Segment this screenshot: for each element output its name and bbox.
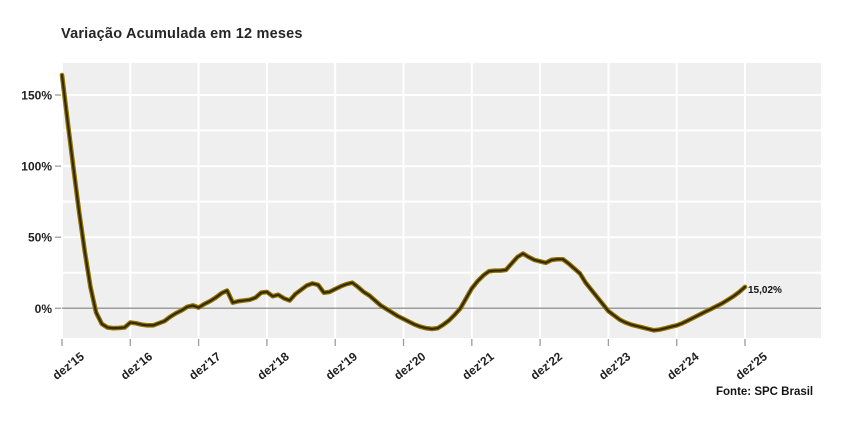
x-tick-label: dez'19 <box>323 349 360 383</box>
y-tick-label: 0% <box>35 302 53 316</box>
series-line <box>60 74 747 332</box>
y-tick-label: 100% <box>21 160 52 174</box>
x-tick-label: dez'21 <box>459 349 496 383</box>
x-tick-label: dez'22 <box>528 349 565 383</box>
x-tick-label: dez'23 <box>596 349 633 383</box>
x-tick-label: dez'17 <box>186 349 223 383</box>
plot-area <box>62 63 821 338</box>
y-tick-label: 50% <box>28 231 52 245</box>
x-tick-label: dez'16 <box>118 349 155 383</box>
x-tick-label: dez'24 <box>664 349 701 383</box>
chart-title: Variação Acumulada em 12 meses <box>61 26 303 42</box>
x-tick-label: dez'25 <box>733 349 770 383</box>
x-tick-label: dez'20 <box>391 349 428 383</box>
source-label: Fonte: SPC Brasil <box>716 386 814 398</box>
x-tick-label: dez'18 <box>255 349 292 383</box>
y-tick-label: 150% <box>21 89 52 103</box>
x-tick-label: dez'15 <box>50 349 87 383</box>
last-value-label: 15,02% <box>748 285 782 296</box>
